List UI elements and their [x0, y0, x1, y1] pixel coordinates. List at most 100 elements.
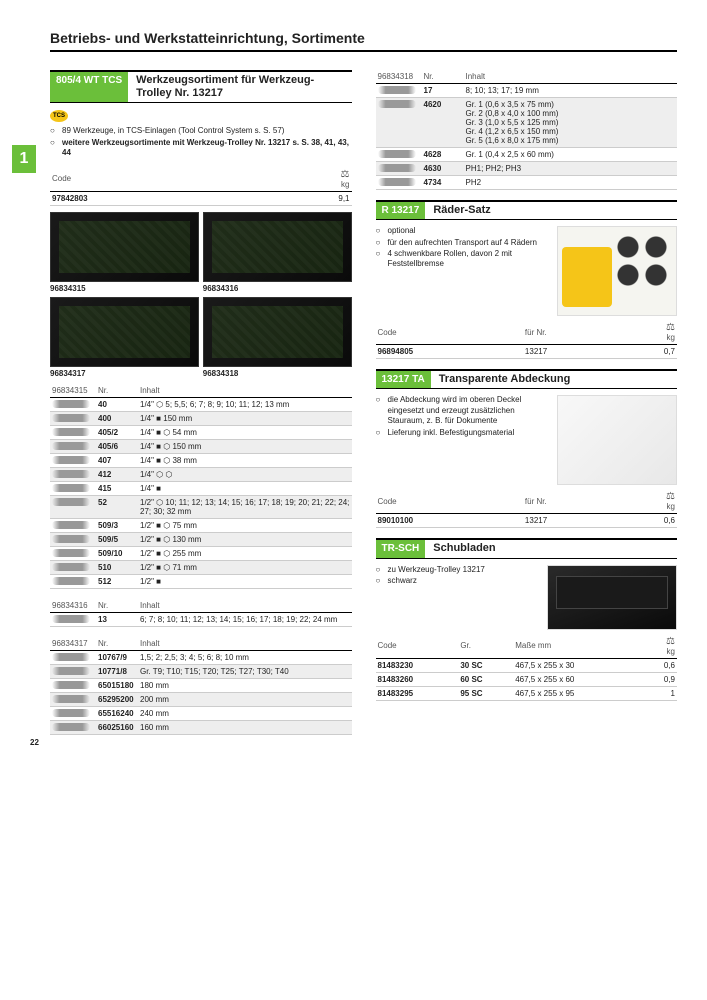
inhalt-cell: 1/4" ■ ⬡ 38 mm	[138, 453, 352, 467]
nr-cell: 510	[96, 560, 138, 574]
table-r13217: Code für Nr. ⚖kg 96894805 13217 0,7	[376, 320, 678, 359]
inhalt-cell: PH1; PH2; PH3	[464, 162, 678, 176]
block-header-805: 805/4 WT TCS Werkzeugsortiment für Werkz…	[50, 70, 352, 103]
table-317: 96834317 Nr. Inhalt 10767/91,5; 2; 2,5; …	[50, 637, 352, 735]
header-title: Werkzeugsortiment für Werkzeug-Trolley N…	[128, 72, 351, 102]
code-cell: 97842803	[50, 191, 268, 205]
table-13217ta: Code für Nr. ⚖kg 89010100 13217 0,6	[376, 489, 678, 528]
inhalt-cell: 1/4" ⬡ 5; 5,5; 6; 7; 8; 9; 10; 11; 12; 1…	[138, 397, 352, 411]
product-image	[50, 212, 199, 282]
nr-cell: 65015180	[96, 678, 138, 692]
nr-cell: 52	[96, 495, 138, 518]
tool-icon-cell	[50, 495, 96, 518]
inhalt-cell: 1/4" ■ ⬡ 150 mm	[138, 439, 352, 453]
inhalt-cell: 1/4" ■ ⬡ 54 mm	[138, 425, 352, 439]
nr-cell: 509/10	[96, 546, 138, 560]
table-316: 96834316 Nr. Inhalt 136; 7; 8; 10; 11; 1…	[50, 599, 352, 627]
inhalt-cell: Gr. 1 (0,6 x 3,5 x 75 mm) Gr. 2 (0,8 x 4…	[464, 98, 678, 148]
inhalt-cell: 160 mm	[138, 720, 352, 734]
nr-cell: 407	[96, 453, 138, 467]
section-tab: 1	[12, 145, 36, 173]
kg-cell: 9,1	[268, 191, 351, 205]
inhalt-cell: 240 mm	[138, 706, 352, 720]
tool-icon-cell	[50, 546, 96, 560]
tool-icon-cell	[50, 411, 96, 425]
nr-cell: 405/6	[96, 439, 138, 453]
table-315: 96834315 Nr. Inhalt 401/4" ⬡ 5; 5,5; 6; …	[50, 384, 352, 589]
tool-icon-cell	[50, 706, 96, 720]
nr-cell: 65295200	[96, 692, 138, 706]
nr-cell: 65516240	[96, 706, 138, 720]
tool-icon-cell	[50, 692, 96, 706]
product-image	[203, 297, 352, 367]
inhalt-cell: 6; 7; 8; 10; 11; 12; 13; 14; 15; 16; 17;…	[138, 612, 352, 626]
tool-icon-cell	[50, 560, 96, 574]
cover-image	[557, 395, 677, 485]
left-column: 805/4 WT TCS Werkzeugsortiment für Werkz…	[50, 70, 352, 735]
wheels-image	[557, 226, 677, 316]
tool-icon-cell	[376, 84, 422, 98]
notes-805: ○89 Werkzeuge, in TCS-Einlagen (Tool Con…	[50, 126, 352, 158]
tool-icon-cell	[50, 467, 96, 481]
tool-icon-cell	[50, 518, 96, 532]
th-kg: ⚖kg	[268, 167, 351, 192]
inhalt-cell: 1/2" ■ ⬡ 75 mm	[138, 518, 352, 532]
product-image	[50, 297, 199, 367]
inhalt-cell: 1/2" ⬡ 10; 11; 12; 13; 14; 15; 16; 17; 1…	[138, 495, 352, 518]
tool-icon-cell	[50, 481, 96, 495]
nr-cell: 17	[422, 84, 464, 98]
tool-icon-cell	[50, 425, 96, 439]
tool-icon-cell	[50, 664, 96, 678]
nr-cell: 412	[96, 467, 138, 481]
nr-cell: 4628	[422, 148, 464, 162]
nr-cell: 4620	[422, 98, 464, 148]
nr-cell: 400	[96, 411, 138, 425]
tool-icon-cell	[50, 720, 96, 734]
inhalt-cell: 1/2" ■ ⬡ 71 mm	[138, 560, 352, 574]
inhalt-cell: 200 mm	[138, 692, 352, 706]
tool-icon-cell	[50, 650, 96, 664]
header-tag: 805/4 WT TCS	[50, 72, 128, 102]
inhalt-cell: 180 mm	[138, 678, 352, 692]
tool-icon-cell	[376, 98, 422, 148]
tool-icon-cell	[50, 678, 96, 692]
inhalt-cell: 1/2" ■ ⬡ 130 mm	[138, 532, 352, 546]
tool-icon-cell	[376, 176, 422, 190]
nr-cell: 10771/8	[96, 664, 138, 678]
nr-cell: 405/2	[96, 425, 138, 439]
drawer-image	[547, 565, 677, 630]
page-title: Betriebs- und Werkstatteinrichtung, Sort…	[50, 30, 677, 52]
inhalt-cell: Gr. 1 (0,4 x 2,5 x 60 mm)	[464, 148, 678, 162]
tool-icon-cell	[50, 532, 96, 546]
nr-cell: 4630	[422, 162, 464, 176]
product-image	[203, 212, 352, 282]
inhalt-cell: 1/2" ■ ⬡ 255 mm	[138, 546, 352, 560]
inhalt-cell: PH2	[464, 176, 678, 190]
inhalt-cell: 1/2" ■	[138, 574, 352, 588]
nr-cell: 509/5	[96, 532, 138, 546]
table-trsch: Code Gr. Maße mm ⚖kg 8148323030 SC467,5 …	[376, 634, 678, 701]
inhalt-cell: Gr. T9; T10; T15; T20; T25; T27; T30; T4…	[138, 664, 352, 678]
nr-cell: 40	[96, 397, 138, 411]
page-number: 22	[30, 738, 39, 747]
inhalt-cell: 1,5; 2; 2,5; 3; 4; 5; 6; 8; 10 mm	[138, 650, 352, 664]
tool-icon-cell	[50, 439, 96, 453]
tool-icon-cell	[376, 148, 422, 162]
inhalt-cell: 1/4" ⬡ ⬡	[138, 467, 352, 481]
table-318: 96834318 Nr. Inhalt 178; 10; 13; 17; 19 …	[376, 70, 678, 190]
block-header-trsch: TR-SCH Schubladen	[376, 538, 678, 558]
nr-cell: 66025160	[96, 720, 138, 734]
product-images: 96834315 96834316 96834317 96834318	[50, 212, 352, 378]
th-code: Code	[50, 167, 268, 192]
inhalt-cell: 1/4" ■	[138, 481, 352, 495]
nr-cell: 512	[96, 574, 138, 588]
inhalt-cell: 1/4" ■ 150 mm	[138, 411, 352, 425]
tool-icon-cell	[376, 162, 422, 176]
nr-cell: 415	[96, 481, 138, 495]
block-header-r13217: R 13217 Räder-Satz	[376, 200, 678, 220]
nr-cell: 10767/9	[96, 650, 138, 664]
right-column: 96834318 Nr. Inhalt 178; 10; 13; 17; 19 …	[376, 70, 678, 735]
top-table: Code ⚖kg 97842803 9,1	[50, 167, 352, 206]
tcs-badge: TCS	[50, 110, 68, 122]
tool-icon-cell	[50, 574, 96, 588]
